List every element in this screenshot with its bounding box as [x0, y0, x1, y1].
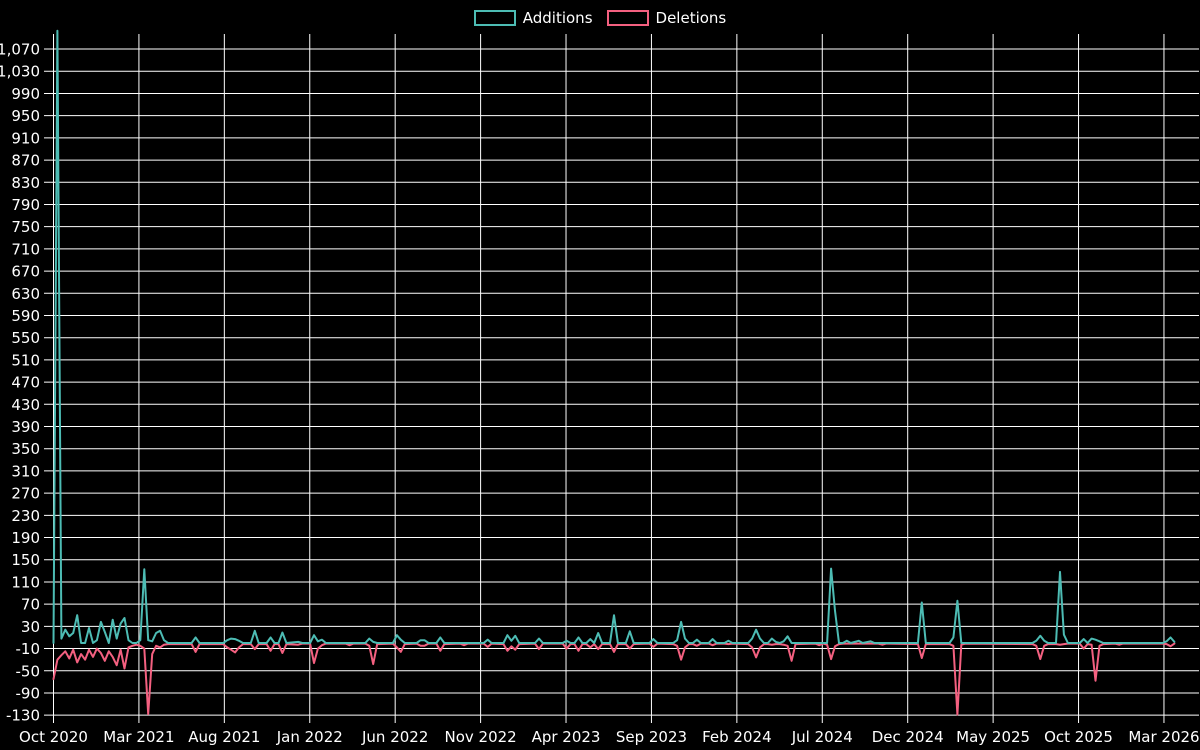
y-axis-tick-label: 950: [11, 107, 40, 125]
legend-label-deletions: Deletions: [655, 9, 727, 27]
additions-line: [52, 29, 1176, 644]
y-axis-tick-label: 750: [11, 218, 40, 236]
y-axis-tick-label: 230: [11, 507, 40, 525]
y-axis-tick-label: 630: [11, 285, 40, 303]
x-axis-tick-label: Feb 2024: [702, 728, 772, 746]
y-axis-tick-label: 1,070: [0, 41, 40, 59]
y-axis-tick-label: 390: [11, 418, 40, 436]
x-axis-tick-label: Mar 2026: [1128, 728, 1199, 746]
y-axis-tick-label: 590: [11, 307, 40, 325]
y-axis-tick-label: 270: [11, 485, 40, 503]
x-axis-tick-label: May 2025: [956, 728, 1030, 746]
x-axis-tick-label: Oct 2020: [19, 728, 88, 746]
y-axis-tick-label: 910: [11, 129, 40, 147]
y-axis-tick-label: 990: [11, 85, 40, 103]
y-axis-tick-label: 550: [11, 329, 40, 347]
x-axis-tick-label: Aug 2021: [188, 728, 260, 746]
legend-label-additions: Additions: [522, 9, 593, 27]
y-axis-tick-label: 430: [11, 396, 40, 414]
y-axis-tick-label: 150: [11, 551, 40, 569]
y-axis-tick-label: 870: [11, 152, 40, 170]
x-axis-tick-label: Jul 2024: [791, 728, 853, 746]
deletions-line: [52, 642, 1176, 716]
y-axis-tick-label: 830: [11, 174, 40, 192]
y-axis-tick-label: 70: [21, 596, 40, 614]
y-axis-tick-label: 350: [11, 440, 40, 458]
legend-item-deletions[interactable]: Deletions: [606, 7, 727, 29]
legend-item-additions[interactable]: Additions: [473, 7, 593, 29]
additions-swatch-icon: [473, 10, 516, 26]
y-axis-tick-label: 670: [11, 263, 40, 281]
y-axis-tick-label: 1,030: [0, 63, 40, 81]
y-axis-tick-label: -90: [16, 684, 41, 702]
y-axis-tick-label: 790: [11, 196, 40, 214]
x-axis-tick-label: Mar 2021: [103, 728, 174, 746]
x-axis-tick-label: Jun 2022: [361, 728, 428, 746]
x-axis-tick-label: Nov 2022: [444, 728, 516, 746]
deletions-swatch-icon: [606, 10, 649, 26]
y-axis-tick-label: 470: [11, 374, 40, 392]
x-axis-tick-label: Jan 2022: [276, 728, 343, 746]
chart-legend: Additions Deletions: [0, 7, 1200, 29]
y-axis-tick-label: 510: [11, 351, 40, 369]
y-axis-tick-label: -10: [16, 640, 41, 658]
y-axis-tick-label: 310: [11, 462, 40, 480]
y-axis-tick-label: -50: [16, 662, 41, 680]
x-axis-tick-label: Oct 2025: [1044, 728, 1113, 746]
x-axis-tick-label: Sep 2023: [616, 728, 687, 746]
y-axis-tick-label: -130: [6, 707, 40, 725]
y-axis-tick-label: 710: [11, 240, 40, 258]
y-axis-tick-label: 110: [11, 573, 40, 591]
y-axis-tick-label: 190: [11, 529, 40, 547]
x-axis-tick-label: Dec 2024: [872, 728, 944, 746]
x-axis-tick-label: Apr 2023: [532, 728, 601, 746]
y-axis-tick-label: 30: [21, 618, 40, 636]
